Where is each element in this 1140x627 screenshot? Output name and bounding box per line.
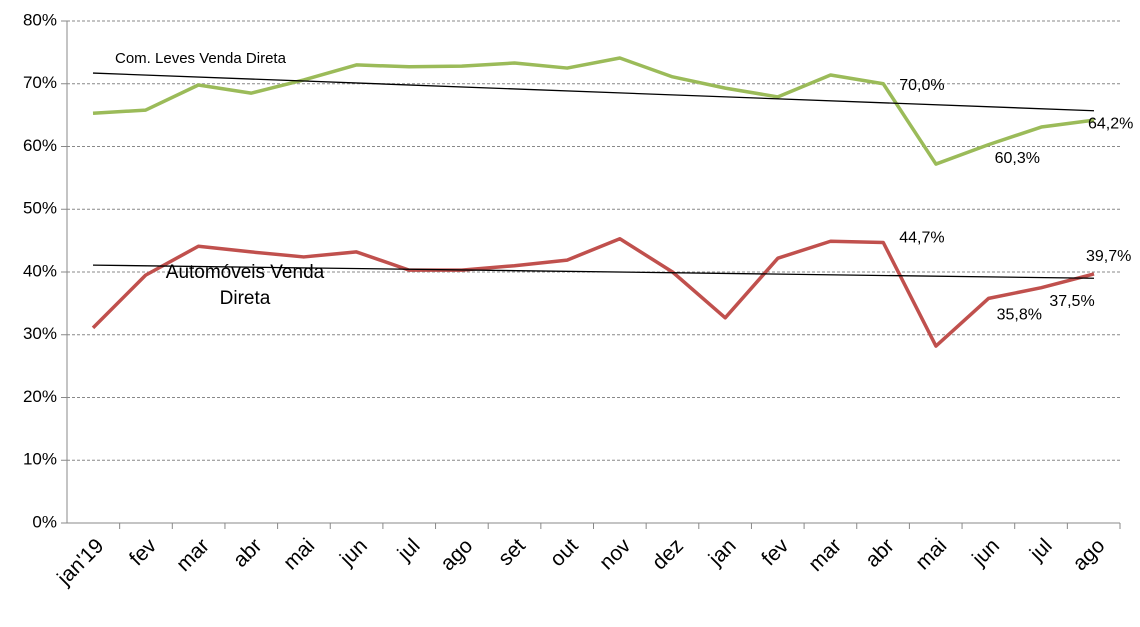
x-tick-label: mar [172,534,214,576]
y-tick-label: 30% [23,324,57,343]
y-tick-label: 70% [23,73,57,92]
x-tick-label: fev [125,534,161,570]
series-label: Com. Leves Venda Direta [115,50,286,67]
value-label: 35,8% [997,307,1042,324]
x-tick-label: jul [393,534,425,566]
value-label: 64,2% [1088,115,1133,132]
x-tick-label: ago [1068,534,1109,575]
x-tick-label: mai [911,534,951,574]
series-line [91,236,1095,348]
x-tick-label: dez [648,534,688,574]
x-tick-label: abr [861,534,899,572]
x-tick-label: nov [595,534,636,575]
trend-line [92,264,1095,279]
x-tick-label: jan'19 [52,534,108,590]
y-tick-label: 50% [23,199,57,218]
series-line [92,56,1095,166]
x-tick-label: jun [967,534,1004,571]
x-tick-label: jul [1025,534,1057,566]
x-tick-label: mar [804,534,846,576]
trend-line [92,72,1095,112]
x-tick-label: ago [436,534,477,575]
value-label: 60,3% [995,150,1040,167]
y-tick-label: 0% [32,512,57,531]
value-label: 44,7% [899,230,944,247]
x-tick-label: fev [757,534,793,570]
y-tick-label: 60% [23,136,57,155]
y-tick-label: 80% [23,10,57,29]
y-tick-label: 40% [23,261,57,280]
x-tick-label: jun [335,534,372,571]
x-tick-label: set [494,534,530,570]
y-tick-label: 10% [23,450,57,469]
value-label: 37,5% [1049,293,1094,310]
y-tick-label: 20% [23,387,57,406]
x-tick-label: jan [704,534,741,571]
series-label: Automóveis Venda Direta [165,262,325,309]
x-tick-label: mai [279,534,319,574]
value-label: 70,0% [899,77,944,94]
x-tick-label: out [546,534,583,571]
x-tick-label: abr [229,534,267,572]
value-label: 39,7% [1086,248,1131,265]
